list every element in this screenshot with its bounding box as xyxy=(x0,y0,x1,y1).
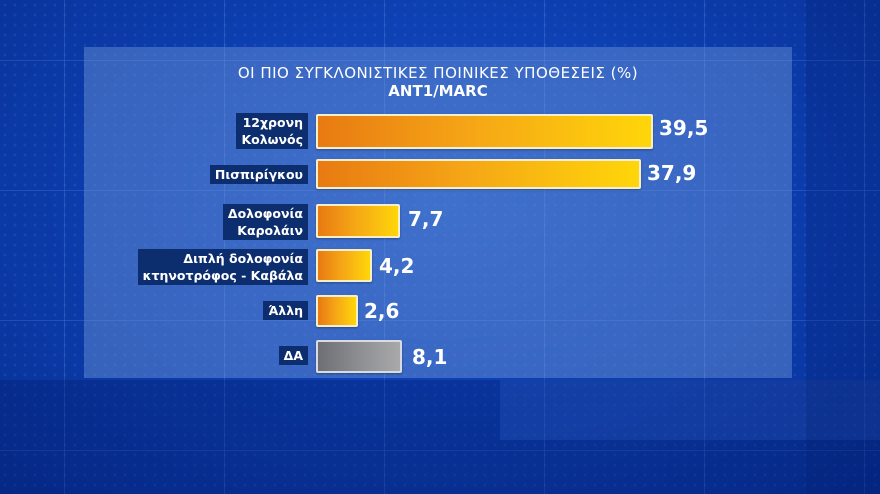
value-label: 4,2 xyxy=(379,254,415,278)
bar-12xroni-kolonos xyxy=(316,114,653,149)
bar-dolofonia-karolain xyxy=(316,204,400,238)
chart-subtitle: ANT1/MARC xyxy=(388,82,488,100)
value-label: 8,1 xyxy=(412,345,448,369)
bar-dipli-dolofonia-kavala xyxy=(316,249,372,282)
category-label: Πισπιρίγκου xyxy=(209,165,308,184)
background-block xyxy=(0,380,880,494)
value-label: 39,5 xyxy=(659,116,709,140)
value-label: 2,6 xyxy=(364,299,400,323)
category-label: ΔΑ xyxy=(278,346,308,365)
category-label: Δολοφονία Καρολάιν xyxy=(222,204,308,240)
category-label: Διπλή δολοφονία κτηνοτρόφος - Καβάλα xyxy=(137,249,308,285)
category-label: Άλλη xyxy=(263,301,308,320)
bar-da xyxy=(316,340,402,373)
bar-alli xyxy=(316,295,358,327)
label-line: 12χρονη xyxy=(242,115,303,130)
label-line: Πισπιρίγκου xyxy=(214,167,303,182)
category-label: 12χρονη Κολωνός xyxy=(236,113,308,149)
label-line: Καρολάιν xyxy=(237,223,303,238)
background-block xyxy=(806,0,880,494)
background-block xyxy=(500,380,880,440)
label-line: Διπλή δολοφονία xyxy=(183,251,303,266)
bar-pispirigkou xyxy=(316,159,641,189)
label-line: ΔΑ xyxy=(283,348,303,363)
label-line: Δολοφονία xyxy=(227,206,303,221)
label-line: κτηνοτρόφος - Καβάλα xyxy=(142,268,303,283)
label-line: Άλλη xyxy=(268,303,303,318)
value-label: 7,7 xyxy=(408,207,444,231)
chart-title: ΟΙ ΠΙΟ ΣΥΓΚΛΟΝΙΣΤΙΚΕΣ ΠΟΙΝΙΚΕΣ ΥΠΟΘΕΣΕΙΣ… xyxy=(237,64,639,82)
chart-panel xyxy=(84,47,792,378)
label-line: Κολωνός xyxy=(241,132,303,147)
value-label: 37,9 xyxy=(647,161,697,185)
